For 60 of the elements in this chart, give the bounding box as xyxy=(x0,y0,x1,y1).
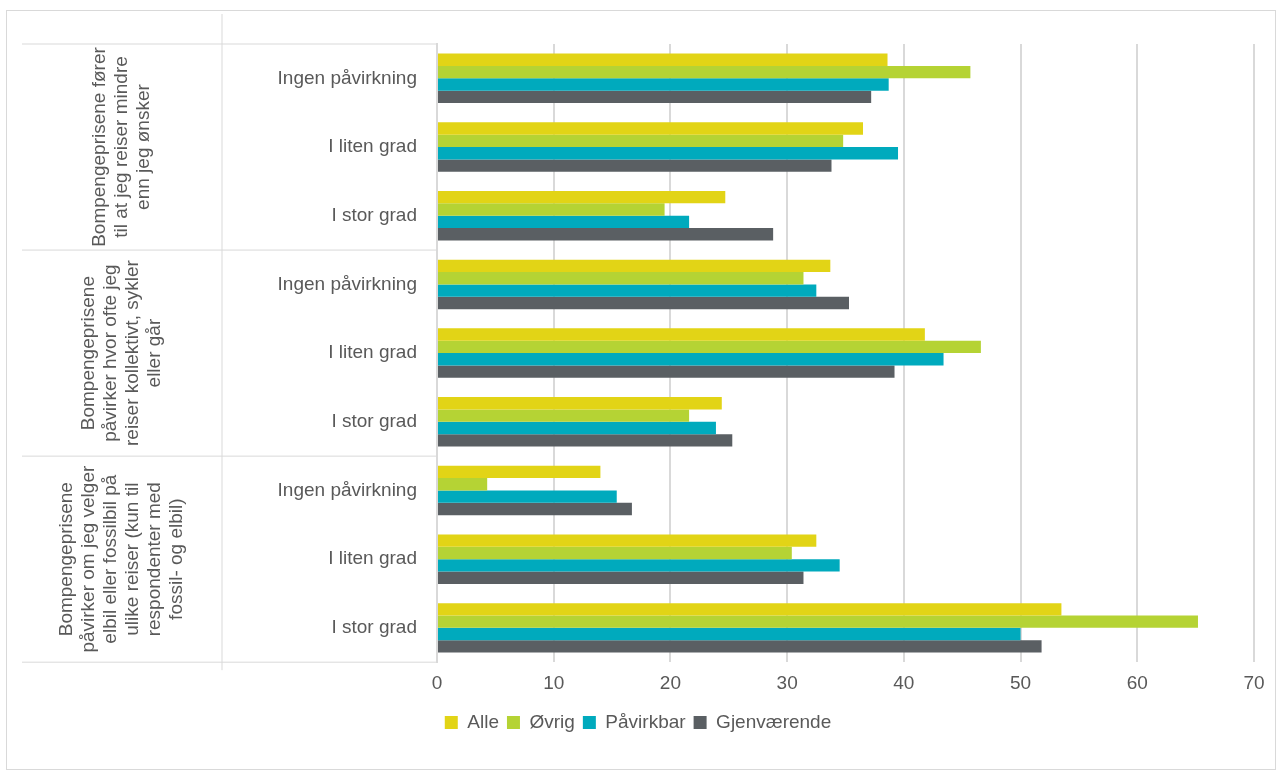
y-tick-label: I liten grad xyxy=(328,341,417,363)
bar xyxy=(438,134,844,148)
bar xyxy=(438,409,690,422)
bar xyxy=(438,365,895,378)
bar xyxy=(438,284,817,297)
bar xyxy=(438,259,831,273)
bar xyxy=(438,159,832,172)
bar xyxy=(438,215,690,229)
legend-label: Øvrig xyxy=(529,710,575,732)
x-tick-label: 60 xyxy=(1126,671,1148,693)
y-tick-label: I stor grad xyxy=(331,203,417,225)
text: Bompengeprisene påvirker hvor ofte jeg reiser kollektivt, sykler eller går xyxy=(77,259,165,447)
bar xyxy=(438,571,804,584)
y-tick-label: I stor grad xyxy=(331,616,417,638)
bar xyxy=(438,328,925,341)
bar xyxy=(438,147,899,160)
bar xyxy=(438,340,981,354)
bar xyxy=(438,615,1198,628)
bar xyxy=(438,190,726,204)
bar xyxy=(438,272,804,285)
text: Bompengeprisene påvirker om jeg velger elbil eller fossilbil på ulike reiser (kun til respondenter med fossil- og elbil) xyxy=(55,465,187,653)
y-tick-label: I stor grad xyxy=(331,410,417,432)
bar xyxy=(438,353,944,366)
text: Bompengeprisene fører til at jeg reiser mindre enn jeg ønsker xyxy=(88,46,154,247)
legend-label: Alle xyxy=(467,710,499,732)
bar xyxy=(438,627,1021,641)
bar xyxy=(438,546,792,560)
y-tick-label: Ingen påvirkning xyxy=(277,66,417,88)
bar xyxy=(438,603,1062,616)
bar xyxy=(438,559,840,572)
bar xyxy=(438,502,632,516)
legend-label: Gjenværende xyxy=(716,710,832,732)
y-tick-label: Ingen påvirkning xyxy=(277,272,417,294)
bar xyxy=(438,434,733,447)
x-tick-label: 0 xyxy=(431,671,443,693)
x-tick-label: 50 xyxy=(1010,671,1032,693)
bar xyxy=(438,65,971,79)
bar xyxy=(438,296,849,310)
bar xyxy=(438,228,774,241)
legend-label: Påvirkbar xyxy=(605,710,687,732)
x-tick-label: 70 xyxy=(1243,671,1265,693)
bar xyxy=(438,465,601,479)
x-tick-label: 40 xyxy=(893,671,915,693)
bar xyxy=(438,478,488,491)
bar xyxy=(438,122,864,135)
x-tick-label: 10 xyxy=(543,671,565,693)
bar xyxy=(438,490,617,503)
bar xyxy=(438,203,665,216)
y-tick-label: I liten grad xyxy=(328,547,417,569)
y-tick-label: I liten grad xyxy=(328,135,417,157)
bar xyxy=(438,78,889,91)
bar xyxy=(438,397,722,410)
bar xyxy=(438,640,1042,653)
y-tick-label: Ingen påvirkning xyxy=(277,478,417,500)
x-tick-label: 30 xyxy=(776,671,798,693)
bar xyxy=(438,90,872,104)
bar xyxy=(438,421,716,435)
x-tick-label: 20 xyxy=(659,671,681,693)
bar xyxy=(438,53,888,66)
bar xyxy=(438,534,817,547)
